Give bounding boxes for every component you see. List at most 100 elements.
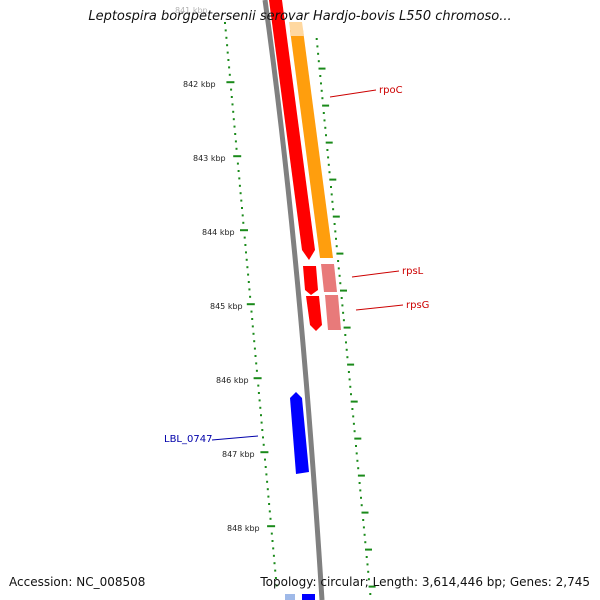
scale-tick-minor <box>254 355 257 357</box>
scale-tick-minor <box>344 334 347 336</box>
gene-rpoC[interactable] <box>290 30 333 258</box>
gene-LBL_0747[interactable] <box>290 392 309 474</box>
scale-tick-minor <box>327 163 330 166</box>
scale-ticks <box>224 22 376 595</box>
scale-tick-major <box>332 215 340 218</box>
gene-labels: rpoC rpsL rpsG LBL_0747 <box>164 85 429 445</box>
scale-tick-minor <box>249 295 252 298</box>
scale-tick-minor <box>239 192 242 195</box>
scale-tick-minor <box>264 458 266 461</box>
gene-rpsG[interactable] <box>325 295 341 330</box>
scale-tick-minor <box>251 325 254 328</box>
scale-tick-minor <box>228 66 231 69</box>
gene-label-rpsG[interactable]: rpsG <box>406 300 429 311</box>
scale-tick-minor <box>346 356 349 359</box>
scale-label-841: 841 kbp <box>175 6 208 15</box>
scale-tick-minor <box>317 60 320 63</box>
scale-tick-minor <box>366 563 369 566</box>
scale-tick-minor <box>272 554 275 557</box>
scale-tick-minor <box>348 378 351 381</box>
scale-tick-minor <box>350 393 352 396</box>
scale-tick-minor <box>345 341 347 344</box>
scale-tick-minor <box>358 482 361 484</box>
chromosome-backbone <box>262 0 325 600</box>
scale-tick-minor <box>351 408 354 410</box>
scale-tick-minor <box>244 244 247 246</box>
scale-tick-minor <box>330 186 332 188</box>
gene-label-rpsL[interactable]: rpsL <box>402 266 424 277</box>
gene-label-LBL_0747[interactable]: LBL_0747 <box>164 434 212 445</box>
scale-tick-minor <box>330 193 333 196</box>
gene-bottom-pale <box>285 594 295 600</box>
scale-tick-minor <box>246 266 249 269</box>
scale-tick-minor <box>225 36 228 39</box>
scale-tick-major <box>233 155 242 158</box>
scale-label-843: 843 kbp <box>193 154 226 163</box>
scale-tick-minor <box>271 540 274 542</box>
scale-tick-minor <box>315 38 318 40</box>
scale-tick-minor <box>234 140 237 143</box>
scale-tick-minor <box>247 273 250 276</box>
scale-tick-minor <box>261 429 264 431</box>
scale-tick-minor <box>236 162 239 165</box>
scale-tick-minor <box>355 445 357 447</box>
scale-tick-minor <box>230 96 233 98</box>
scale-tick-minor <box>235 147 238 150</box>
scale-tick-minor <box>349 385 352 388</box>
scale-tick-minor <box>245 258 248 261</box>
scale-tick-minor <box>345 348 348 351</box>
scale-tick-minor <box>274 577 277 579</box>
gene-label-rpoC[interactable]: rpoC <box>379 85 403 96</box>
scale-tick-minor <box>326 149 329 151</box>
scale-tick-minor <box>253 347 256 350</box>
scale-tick-minor <box>325 134 327 137</box>
gene-label-leaders <box>211 89 404 441</box>
scale-tick-minor <box>251 318 254 320</box>
scale-label-846: 846 kbp <box>216 376 249 385</box>
scale-tick-minor <box>262 443 265 446</box>
gene-rpsL[interactable] <box>321 264 337 292</box>
scale-tick-minor <box>230 88 233 91</box>
scale-tick-minor <box>342 319 345 322</box>
scale-tick-minor <box>363 533 366 536</box>
scale-tick-minor <box>224 29 227 32</box>
scale-tick-minor <box>355 452 358 455</box>
scale-label-842: 842 kbp <box>183 80 216 89</box>
scale-tick-minor <box>339 282 342 285</box>
accession-text: Accession: NC_008508 <box>9 575 146 589</box>
scale-tick-minor <box>253 340 256 343</box>
scale-tick-minor <box>268 510 271 513</box>
scale-tick-minor <box>337 267 340 270</box>
scale-tick-minor <box>275 584 278 587</box>
scale-tick-minor <box>362 526 365 529</box>
scale-tick-minor <box>270 532 273 535</box>
scale-tick-minor <box>338 274 341 277</box>
gene-rpsL-red[interactable] <box>303 266 318 295</box>
scale-tick-minor <box>232 118 235 121</box>
scale-tick-major <box>325 141 333 144</box>
scale-tick-major <box>336 252 344 255</box>
scale-tick-major <box>350 400 358 403</box>
scale-label-847: 847 kbp <box>222 450 255 459</box>
scale-tick-minor <box>352 415 355 418</box>
scale-tick-minor <box>262 436 264 439</box>
gene-red-upper[interactable] <box>269 0 315 260</box>
scale-tick-minor <box>320 82 322 85</box>
scale-tick-major <box>365 548 372 551</box>
scale-tick-minor <box>267 495 270 498</box>
scale-tick-minor <box>266 488 269 491</box>
rpsG-leader <box>355 304 404 311</box>
scale-tick-minor <box>333 223 336 225</box>
scale-tick-major <box>318 67 326 70</box>
scale-tick-minor <box>257 392 260 394</box>
scale-tick-minor <box>242 221 245 224</box>
scale-tick-minor <box>247 281 250 283</box>
gene-rpsG-red[interactable] <box>306 296 322 331</box>
scale-tick-major <box>357 474 365 477</box>
scale-tick-minor <box>369 593 372 595</box>
scale-tick-major <box>253 377 262 380</box>
scale-labels: 841 kbp 842 kbp 843 kbp 844 kbp 845 kbp … <box>175 6 260 533</box>
scale-tick-minor <box>232 110 235 113</box>
scale-tick-minor <box>341 304 344 307</box>
scale-tick-minor <box>248 288 251 291</box>
